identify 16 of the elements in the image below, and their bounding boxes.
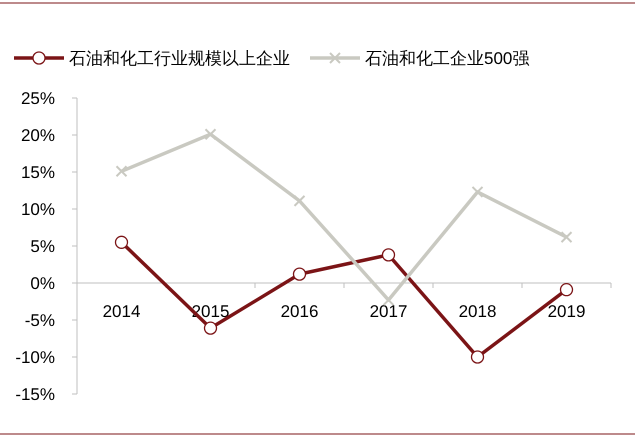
- x-tick-label: 2019: [548, 302, 586, 321]
- y-tick-label: 10%: [20, 200, 55, 219]
- y-tick-label: -15%: [15, 385, 55, 404]
- x-tick-label: 2014: [102, 302, 140, 321]
- x-tick-label: 2017: [370, 302, 408, 321]
- y-tick-label: 15%: [20, 163, 55, 182]
- y-tick-label: -10%: [15, 348, 55, 367]
- x-tick-label: 2016: [280, 302, 318, 321]
- y-tick-label: 25%: [20, 89, 55, 108]
- legend-label: 石油和化工企业500强: [365, 49, 530, 68]
- y-tick-label: 5%: [30, 237, 55, 256]
- y-tick-label: -5%: [24, 311, 55, 330]
- x-tick-label: 2018: [458, 302, 496, 321]
- legend-label: 石油和化工行业规模以上企业: [69, 49, 290, 68]
- y-tick-label: 0%: [30, 274, 55, 293]
- y-tick-label: 20%: [20, 126, 55, 145]
